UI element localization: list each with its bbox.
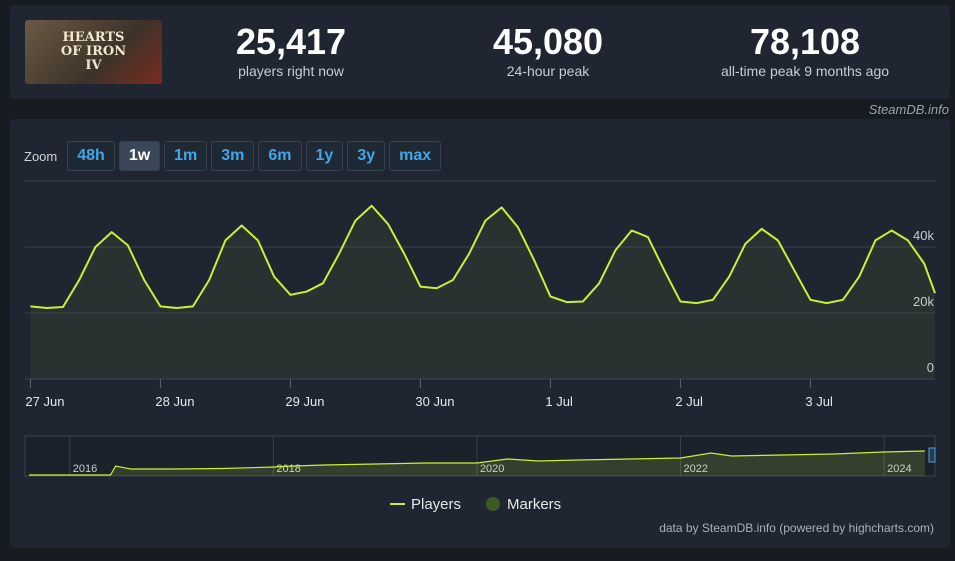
stat-value: 78,108 <box>749 21 861 62</box>
x-tick-label: 29 Jun <box>285 394 324 409</box>
navigator-label: 2016 <box>73 463 97 475</box>
navigator-label: 2024 <box>887 463 911 475</box>
source[interactable]: SteamDB.info <box>868 102 949 117</box>
navigator-label: 2020 <box>480 463 504 475</box>
zoom-button[interactable]: 1w <box>118 141 161 171</box>
stat-label: 24-hour peak <box>506 63 590 79</box>
zoom-button[interactable]: 48h <box>67 141 115 171</box>
y-tick-label: 0 <box>927 360 934 375</box>
stat: 78,108 all-time peak 9 months ago <box>685 21 925 80</box>
area <box>30 205 935 379</box>
stat-label: players right now <box>238 63 344 79</box>
zoom-button[interactable]: max <box>389 141 442 171</box>
x-tick-label: 3 Jul <box>805 394 833 409</box>
zoom-button[interactable]: 3y <box>347 141 386 171</box>
series-line <box>30 204 936 310</box>
stats-panel: HEARTS OF IRON IV 25,417 players right no… <box>10 5 950 99</box>
x-tick-label: 27 Jun <box>25 394 64 409</box>
zoom-button[interactable]: 3m <box>211 141 255 171</box>
zoom-bar: Zoom 48h 1w 1m 3m 6m 1y 3y max <box>24 141 442 171</box>
x-tick-label: 28 Jun <box>155 394 194 409</box>
chart: 0 20k 40k 27 Jun 28 Jun 29 Jun 30 Jun 1 Jul 2 Ju… <box>24 180 936 535</box>
stat-value: 25,417 <box>235 21 347 62</box>
y-tick-label: 20k <box>913 294 934 309</box>
x-tick-label: 2 Jul <box>675 394 703 409</box>
x-tick-label: 1 Jul <box>545 394 573 409</box>
x-tick-label: 30 Jun <box>415 394 454 409</box>
zoom-button[interactable]: 1y <box>305 141 344 171</box>
zoom-button[interactable]: 1m <box>164 141 208 171</box>
stat-value: 45,080 <box>492 21 604 62</box>
stat: 45,080 24-hour peak <box>428 21 668 80</box>
legend-label[interactable]: Markers <box>507 496 561 513</box>
navigator-handle[interactable] <box>928 447 936 463</box>
stat: 25,417 players right now <box>171 21 411 80</box>
stat-label: all-time peak 9 months ago <box>720 63 890 79</box>
zoom-label: Zoom <box>24 148 58 164</box>
navigator-line <box>29 450 925 476</box>
y-tick-label: 40k <box>913 228 934 243</box>
legend-label[interactable]: Players <box>411 496 461 513</box>
credits: data by SteamDB.info (powered by highcha… <box>659 521 934 535</box>
legend-marker <box>486 497 500 511</box>
zoom-button[interactable]: 6m <box>258 141 302 171</box>
game-logo[interactable]: HEARTS OF IRON IV <box>25 20 162 84</box>
navigator-label: 2022 <box>684 463 708 475</box>
